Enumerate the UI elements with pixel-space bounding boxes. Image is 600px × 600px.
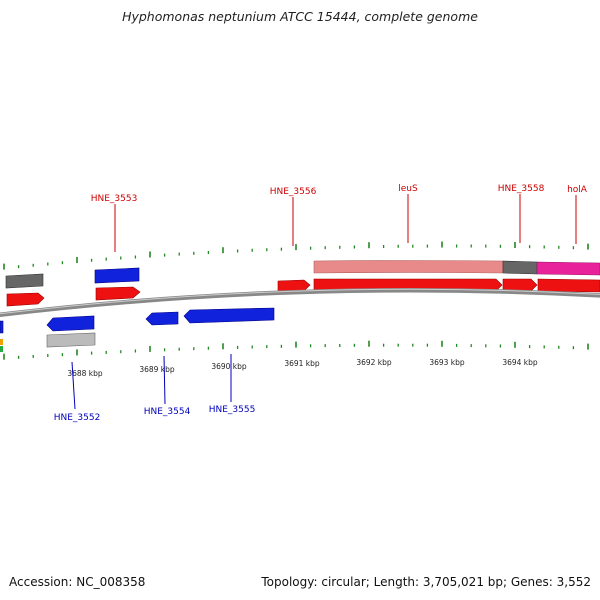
accession-text: Accession: NC_008358 bbox=[9, 575, 146, 589]
ruler-label-3692: 3692 kbp bbox=[356, 358, 392, 367]
ruler-labels: 3688 kbp 3689 kbp 3690 kbp 3691 kbp 3692… bbox=[67, 358, 538, 378]
genome-backbone bbox=[0, 287, 600, 318]
tick-track-upper bbox=[3, 241, 589, 270]
forward-cds-HNE-3556[interactable] bbox=[277, 279, 311, 293]
forward-cds-holA[interactable] bbox=[537, 278, 600, 293]
leader-line-HNE-3554 bbox=[163, 355, 166, 405]
gene-label-leuS[interactable]: leuS bbox=[398, 184, 418, 194]
feature-block-orange-edge[interactable] bbox=[0, 339, 3, 345]
ruler-label-3688: 3688 kbp bbox=[67, 369, 103, 378]
forward-cds-left[interactable] bbox=[6, 292, 45, 307]
forward-cds-HNE-3558[interactable] bbox=[502, 278, 538, 292]
gene-label-HNE-3553[interactable]: HNE_3553 bbox=[91, 194, 138, 204]
tick-track-lower bbox=[3, 340, 589, 360]
ruler-label-3689: 3689 kbp bbox=[139, 365, 175, 374]
leader-line-HNE-3552 bbox=[71, 361, 76, 410]
reverse-cds-HNE-3554[interactable] bbox=[145, 311, 179, 326]
gene-label-holA[interactable]: holA bbox=[567, 185, 588, 195]
gene-label-HNE-3558[interactable]: HNE_3558 bbox=[498, 184, 545, 194]
genome-title: Hyphomonas neptunium ATCC 15444, complet… bbox=[122, 9, 478, 24]
feature-block-gray-left[interactable] bbox=[5, 273, 44, 289]
gene-label-HNE-3552[interactable]: HNE_3552 bbox=[54, 413, 101, 423]
ruler-label-3691: 3691 kbp bbox=[284, 359, 320, 368]
ruler-label-3693: 3693 kbp bbox=[429, 358, 465, 367]
gene-label-HNE-3555[interactable]: HNE_3555 bbox=[209, 405, 256, 415]
feature-track-lower bbox=[0, 332, 96, 352]
reverse-cds-HNE-3555[interactable] bbox=[183, 307, 275, 324]
feature-track-upper bbox=[5, 260, 600, 289]
reverse-gene-labels: HNE_3552 HNE_3554 HNE_3555 bbox=[54, 354, 256, 423]
reverse-cds-edge-left[interactable] bbox=[0, 320, 4, 334]
forward-gene-labels: HNE_3553 HNE_3556 leuS HNE_3558 holA bbox=[91, 184, 588, 252]
gene-label-HNE-3554[interactable]: HNE_3554 bbox=[144, 407, 191, 417]
ruler-label-3690: 3690 kbp bbox=[211, 362, 247, 371]
feature-block-green-edge[interactable] bbox=[0, 346, 3, 352]
feature-block-lightred-leuS[interactable] bbox=[313, 260, 504, 274]
reverse-cds-HNE-3552[interactable] bbox=[46, 315, 95, 332]
ruler-label-3694: 3694 kbp bbox=[502, 358, 538, 367]
feature-block-gray-lower[interactable] bbox=[46, 332, 96, 348]
forward-cds-HNE-3553[interactable] bbox=[95, 286, 141, 301]
feature-block-magenta-holA[interactable] bbox=[536, 261, 600, 276]
reverse-feature-upper-blue[interactable] bbox=[94, 267, 140, 284]
gene-label-HNE-3556[interactable]: HNE_3556 bbox=[270, 187, 317, 197]
reverse-cds-track bbox=[0, 307, 275, 334]
feature-block-darkgray-HNE-3558[interactable] bbox=[502, 260, 538, 275]
genome-backbone-highlight bbox=[0, 288, 600, 315]
genome-summary-text: Topology: circular; Length: 3,705,021 bp… bbox=[261, 575, 591, 589]
